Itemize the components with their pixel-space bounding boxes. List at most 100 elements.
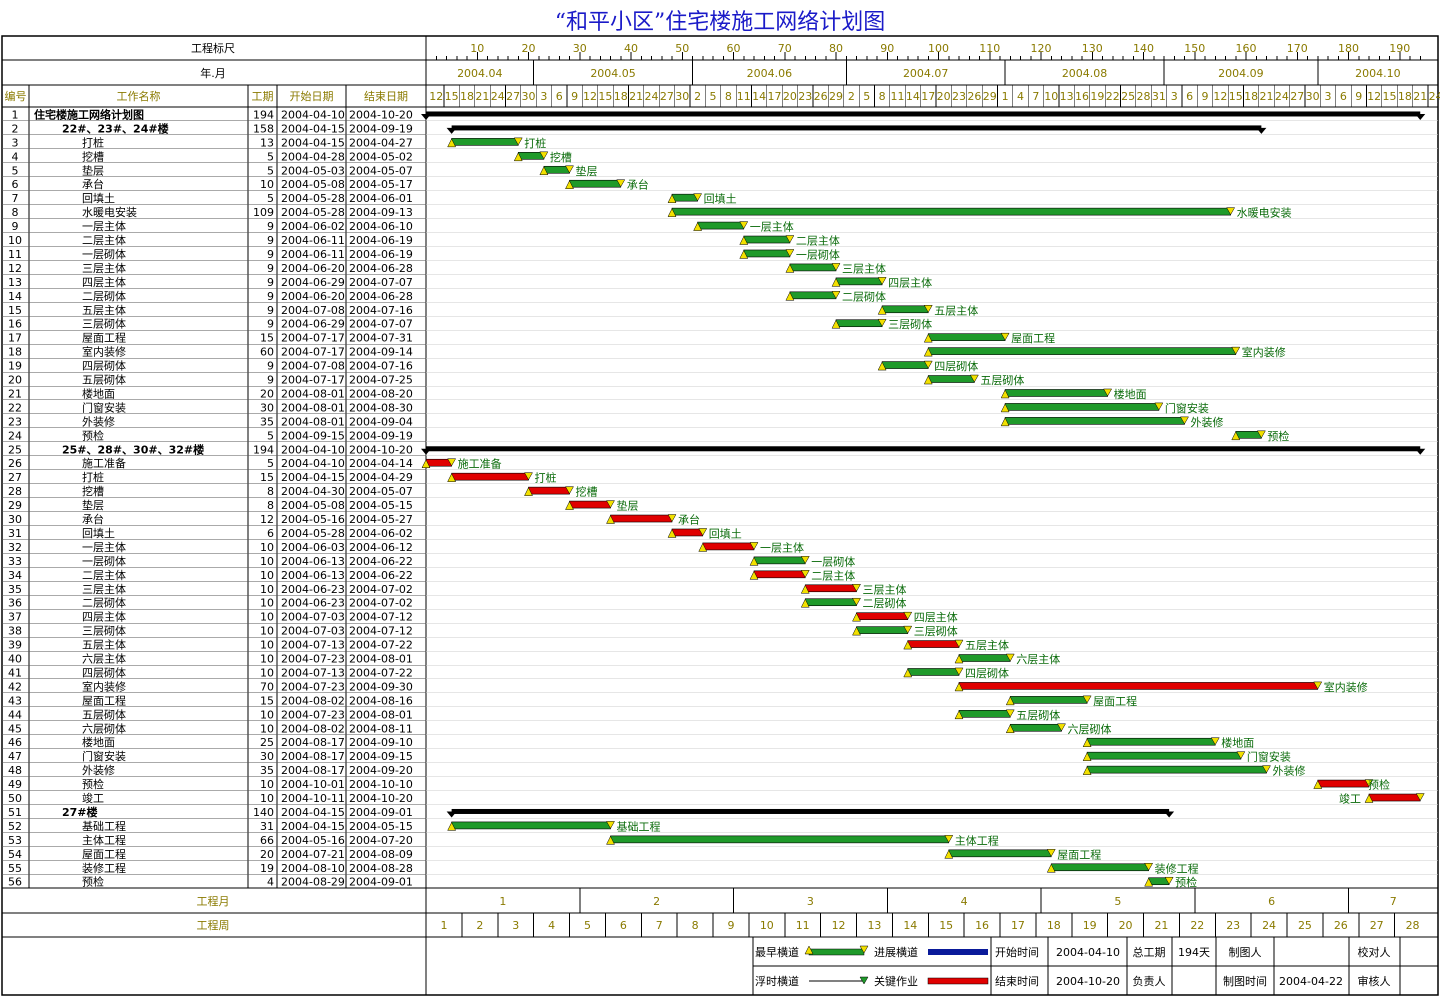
- row-start: 2004-07-08: [281, 304, 345, 317]
- task-end-marker: [513, 137, 523, 146]
- row-end: 2004-09-01: [349, 876, 413, 889]
- day-tick-label: 11: [891, 90, 905, 103]
- day-tick-label: 15: [1229, 90, 1243, 103]
- legend-critical-bar: [927, 977, 989, 985]
- row-name: 外装修: [82, 414, 115, 428]
- task-start-marker: [739, 235, 749, 245]
- row-end: 2004-07-07: [349, 318, 413, 331]
- task-start-marker: [565, 501, 574, 510]
- task-end-marker: [1154, 402, 1164, 411]
- task-bar-label: 回填土: [704, 192, 737, 206]
- task-bar: [753, 570, 806, 579]
- summary-bar: [426, 111, 1421, 117]
- row-duration: 66: [260, 834, 274, 847]
- row-name: 打桩: [82, 470, 104, 484]
- task-start-marker: [923, 333, 933, 343]
- day-tick-label: 8: [725, 90, 732, 103]
- task-start-marker: [785, 291, 795, 301]
- footer-week-value: 20: [1119, 919, 1133, 932]
- summary-start-marker: [446, 811, 457, 818]
- legend-total-value: 194天: [1178, 946, 1210, 959]
- summary-start-marker: [446, 127, 457, 134]
- row-number: 46: [8, 736, 22, 749]
- row-name: 室内装修: [82, 679, 126, 693]
- footer-month-value: 6: [1268, 895, 1275, 908]
- task-bar-label: 基础工程: [617, 820, 661, 833]
- task-bar: [671, 528, 704, 537]
- task-start-marker: [421, 459, 431, 468]
- task-bar-label: 四层主体: [888, 275, 932, 289]
- day-tick-label: 21: [1260, 90, 1274, 103]
- task-bar-label: 打桩: [524, 136, 546, 150]
- task-start-marker: [1046, 863, 1056, 873]
- row-start: 2004-06-29: [281, 318, 345, 331]
- row-start: 2004-04-30: [281, 485, 345, 498]
- row-duration: 5: [267, 429, 274, 442]
- row-end: 2004-06-22: [349, 555, 413, 568]
- row-start: 2004-07-23: [281, 708, 345, 721]
- task-bar-label: 二层主体: [811, 568, 855, 582]
- row-end: 2004-07-02: [349, 583, 413, 596]
- row-duration: 10: [260, 778, 274, 791]
- row-name: 27#楼: [62, 805, 98, 819]
- scale-tick-label: 70: [778, 42, 792, 55]
- task-start-marker: [800, 598, 810, 608]
- row-end: 2004-06-01: [349, 192, 413, 205]
- scale-tick-label: 30: [573, 42, 587, 55]
- task-end-marker: [739, 221, 749, 230]
- task-start-marker: [1000, 403, 1010, 413]
- row-start: 2004-04-10: [281, 457, 345, 470]
- scale-tick-label: 60: [727, 42, 741, 55]
- summary-end-marker: [1164, 811, 1175, 818]
- row-start: 2004-07-03: [281, 611, 345, 624]
- task-bar-label: 三层主体: [842, 261, 886, 275]
- row-name: 竣工: [82, 791, 104, 805]
- row-end: 2004-08-28: [349, 862, 413, 875]
- row-name: 承台: [82, 512, 104, 526]
- row-start: 2004-04-15: [281, 806, 345, 819]
- row-start: 2004-08-01: [281, 415, 345, 428]
- day-tick-label: 19: [1090, 90, 1104, 103]
- row-duration: 10: [260, 583, 274, 596]
- row-duration: 10: [260, 625, 274, 638]
- task-bar: [804, 598, 857, 607]
- row-end: 2004-07-22: [349, 666, 413, 679]
- task-bar: [671, 207, 1231, 216]
- row-duration: 8: [267, 485, 274, 498]
- row-number: 56: [8, 876, 22, 889]
- row-start: 2004-05-16: [281, 834, 345, 847]
- row-number: 49: [8, 778, 22, 791]
- row-start: 2004-04-15: [281, 136, 345, 149]
- task-start-marker: [447, 821, 457, 831]
- row-number: 25: [8, 443, 22, 456]
- row-number: 23: [8, 415, 22, 428]
- task-end-marker: [1057, 723, 1066, 732]
- row-name: 五层主体: [82, 638, 126, 652]
- row-duration: 10: [260, 569, 274, 582]
- row-duration: 10: [260, 178, 274, 191]
- row-start: 2004-10-11: [281, 792, 345, 805]
- summary-end-marker: [1415, 448, 1426, 455]
- row-start: 2004-07-03: [281, 625, 345, 638]
- row-name: 打桩: [82, 135, 104, 149]
- row-end: 2004-06-22: [349, 569, 413, 582]
- task-start-marker: [852, 612, 861, 622]
- scale-tick-label: 10: [470, 42, 484, 55]
- row-duration: 60: [260, 346, 274, 359]
- task-bar-label: 外装修: [1273, 764, 1306, 778]
- task-start-marker: [693, 222, 703, 231]
- row-start: 2004-06-11: [281, 234, 345, 247]
- day-tick-label: 12: [1213, 90, 1227, 103]
- row-name: 挖槽: [82, 149, 104, 163]
- row-end: 2004-07-22: [349, 639, 413, 652]
- task-bar-label: 三层砌体: [888, 317, 932, 331]
- row-start: 2004-07-08: [281, 360, 345, 373]
- task-bar: [702, 542, 755, 551]
- legend-start-label: 开始时间: [995, 945, 1039, 959]
- row-name: 预检: [82, 777, 104, 791]
- row-duration: 194: [253, 443, 274, 456]
- scale-tick-label: 150: [1184, 42, 1205, 55]
- task-bar-label: 一层主体: [750, 220, 794, 234]
- chart-title: “和平小区”住宅楼施工网络计划图: [554, 10, 886, 35]
- footer-week-value: 24: [1262, 919, 1276, 932]
